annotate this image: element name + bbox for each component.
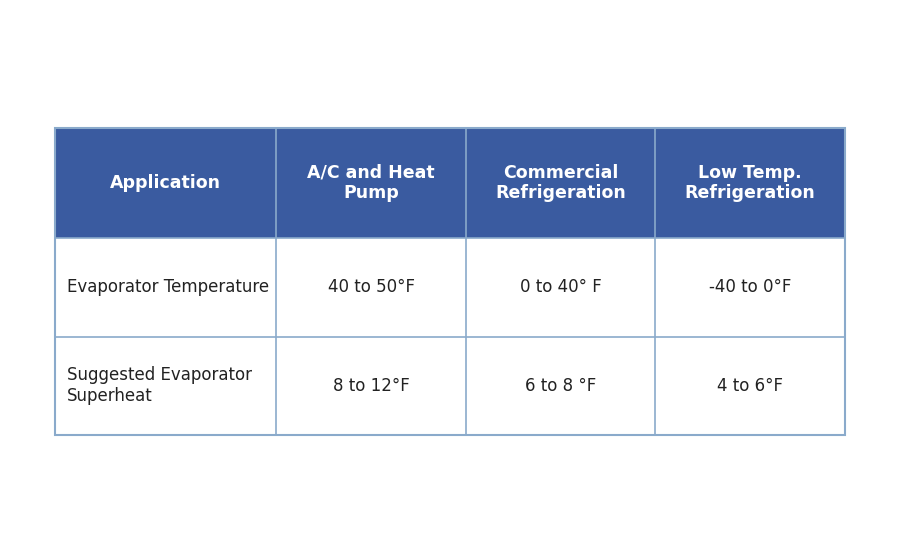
Text: 4 to 6°F: 4 to 6°F: [717, 377, 783, 395]
Bar: [655, 337, 845, 435]
Text: Low Temp.
Refrigeration: Low Temp. Refrigeration: [685, 163, 815, 202]
Bar: [276, 128, 466, 238]
Text: Application: Application: [110, 174, 221, 192]
Text: 0 to 40° F: 0 to 40° F: [519, 278, 601, 296]
Text: 40 to 50°F: 40 to 50°F: [328, 278, 415, 296]
Text: Suggested Evaporator
Superheat: Suggested Evaporator Superheat: [67, 366, 252, 405]
Bar: [466, 337, 655, 435]
Bar: [466, 128, 655, 238]
Bar: [276, 337, 466, 435]
Text: 8 to 12°F: 8 to 12°F: [333, 377, 410, 395]
Text: Evaporator Temperature: Evaporator Temperature: [67, 278, 269, 296]
Text: Commercial
Refrigeration: Commercial Refrigeration: [495, 163, 626, 202]
Bar: [655, 238, 845, 337]
Bar: [276, 238, 466, 337]
Bar: [655, 128, 845, 238]
Text: 6 to 8 °F: 6 to 8 °F: [525, 377, 596, 395]
Bar: [466, 238, 655, 337]
Text: A/C and Heat
Pump: A/C and Heat Pump: [307, 163, 435, 202]
Bar: [55, 128, 276, 238]
Bar: [55, 238, 276, 337]
Bar: [55, 128, 845, 435]
Text: -40 to 0°F: -40 to 0°F: [709, 278, 791, 296]
Bar: [55, 337, 276, 435]
